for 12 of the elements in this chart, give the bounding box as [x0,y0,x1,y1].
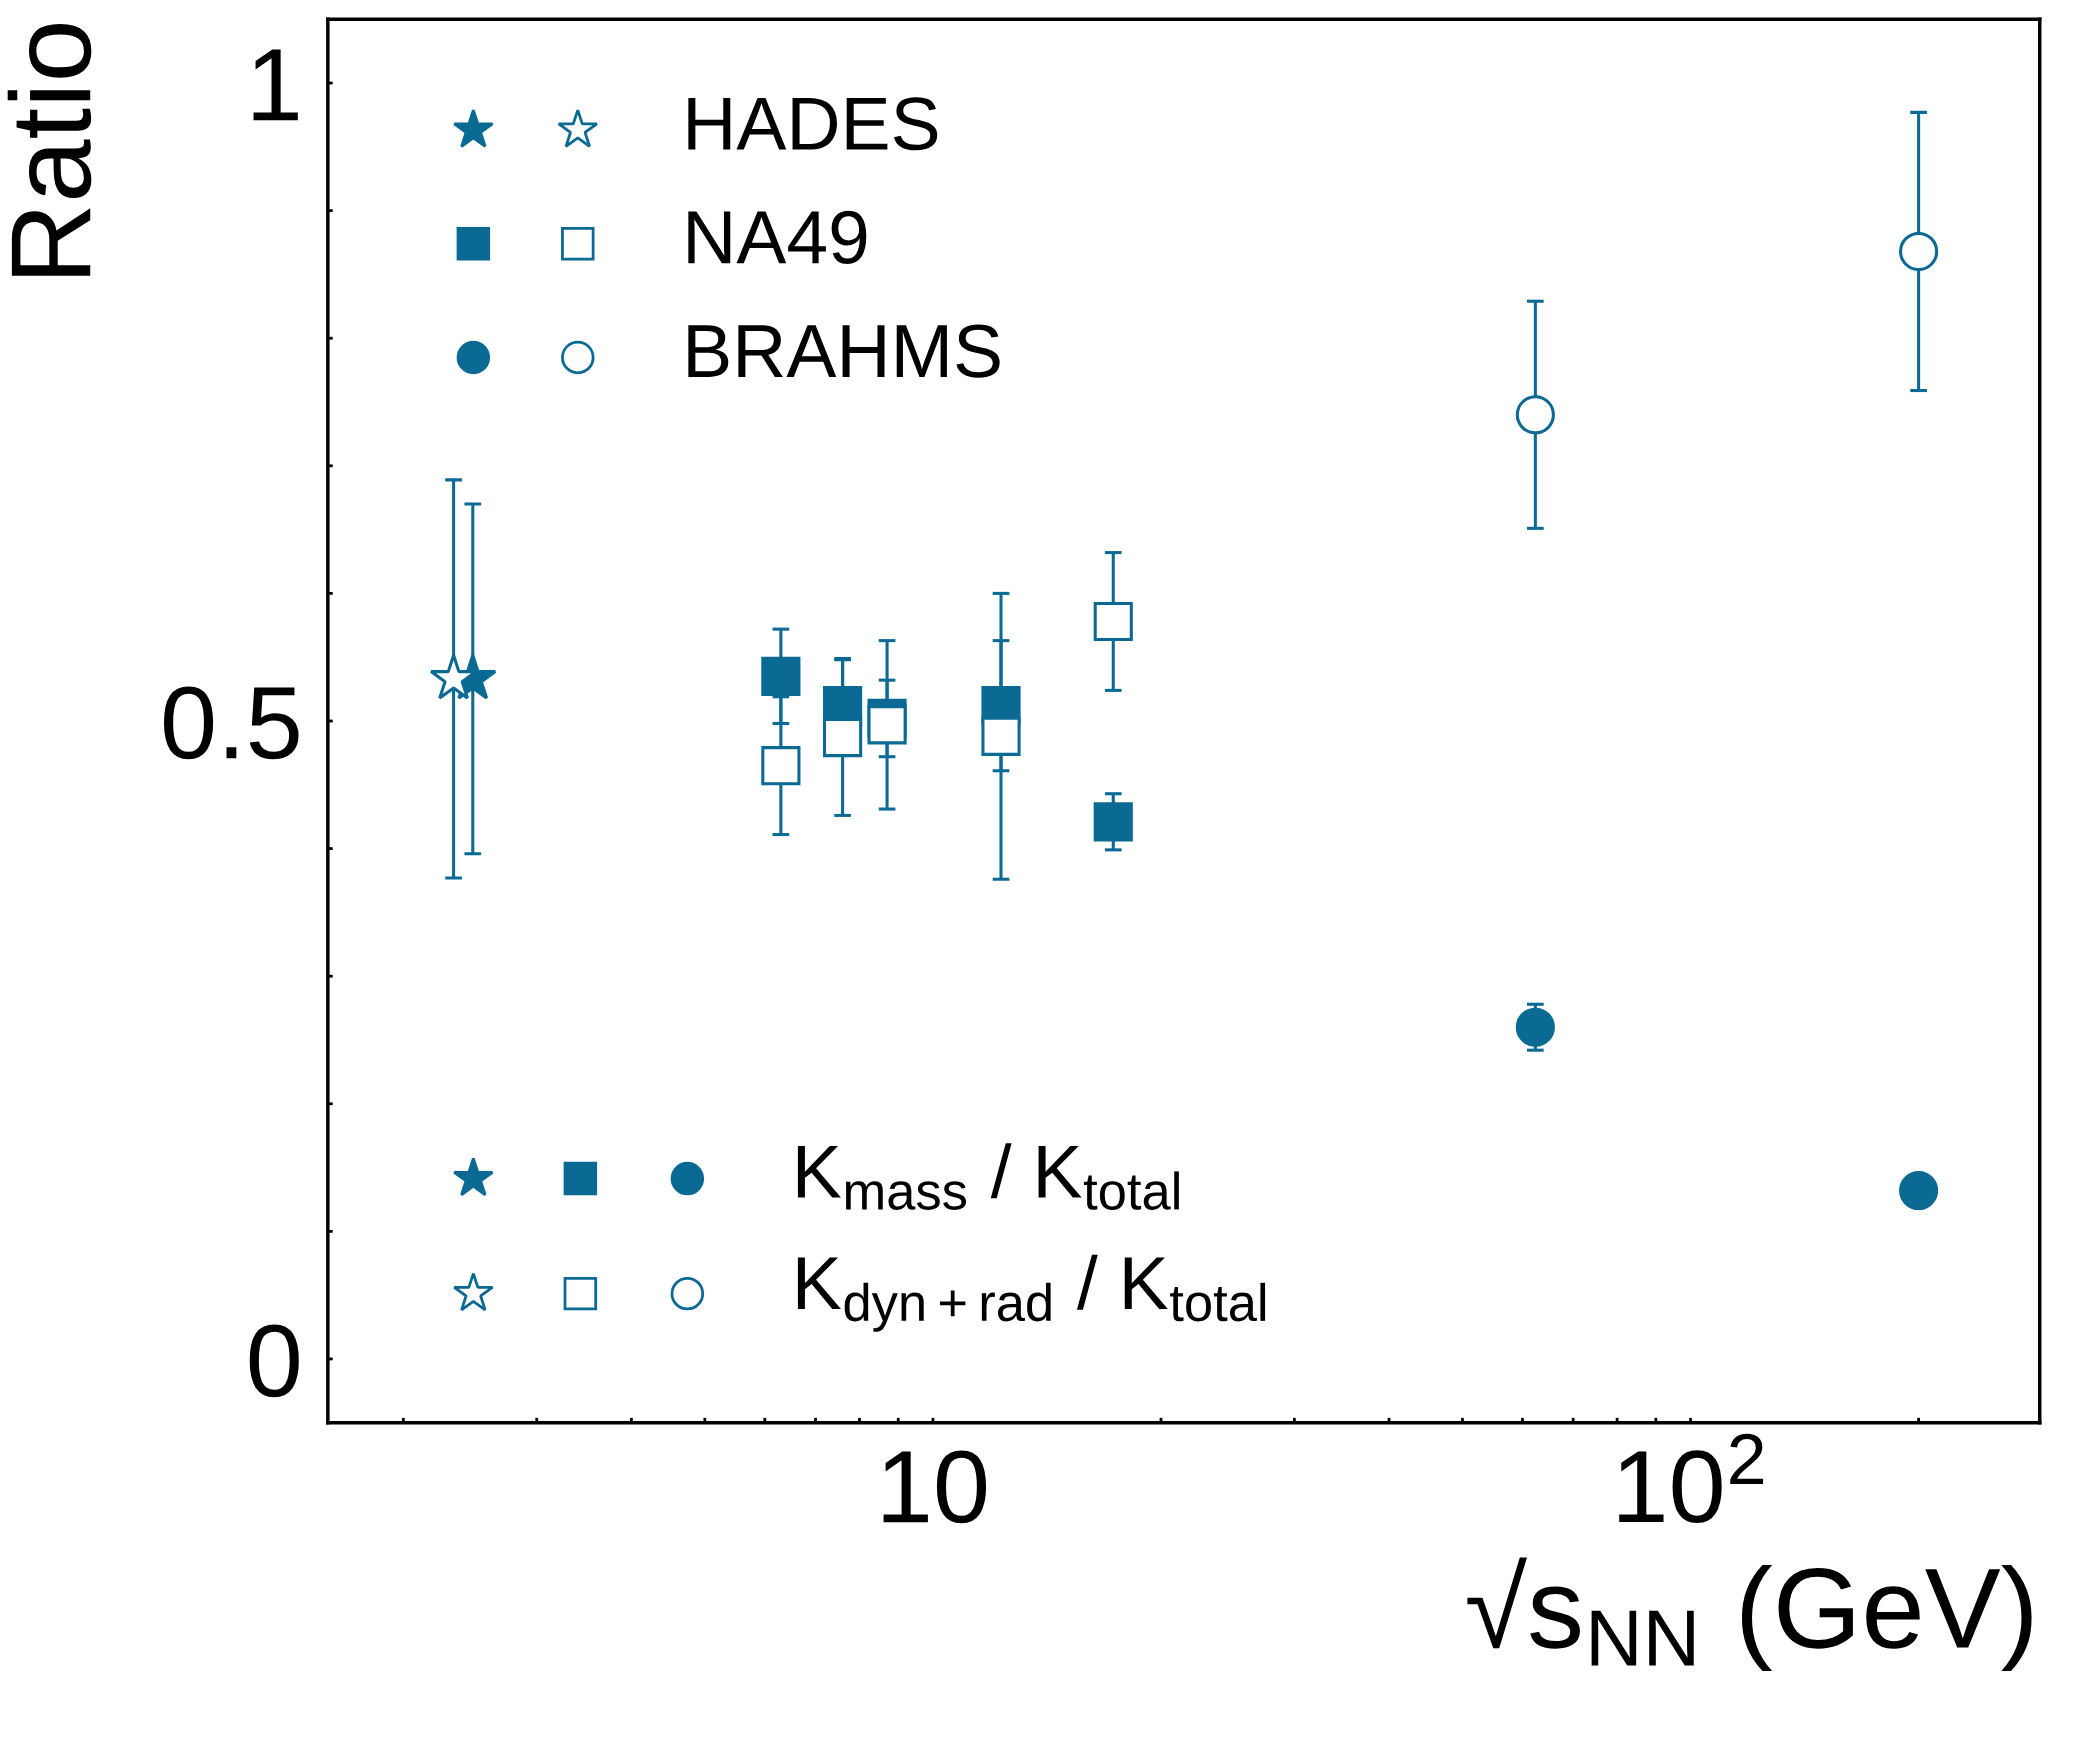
y-tick-label: 1 [253,49,298,121]
y-tick-label: 0 [249,1324,299,1398]
y-tick-label: 0.5 [164,686,299,760]
x-tick-label: 10$^{2}$ [1619,1433,1764,1524]
x-axis-title: √s$_{NN}$ (GeV) [1467,1557,2032,1672]
annotation: BRAHMS [688,324,1000,378]
y-axis-title: Ratio [7,24,92,276]
annotation: K$_{dyn+rad}$ / K$_{total}$ [797,1254,1266,1332]
x-tick-label: 10 [883,1450,987,1524]
annotation: HADES [688,97,938,151]
annotation: K$_{mass}$ / K$_{total}$ [797,1143,1179,1210]
annotation: NA49 [688,210,867,264]
